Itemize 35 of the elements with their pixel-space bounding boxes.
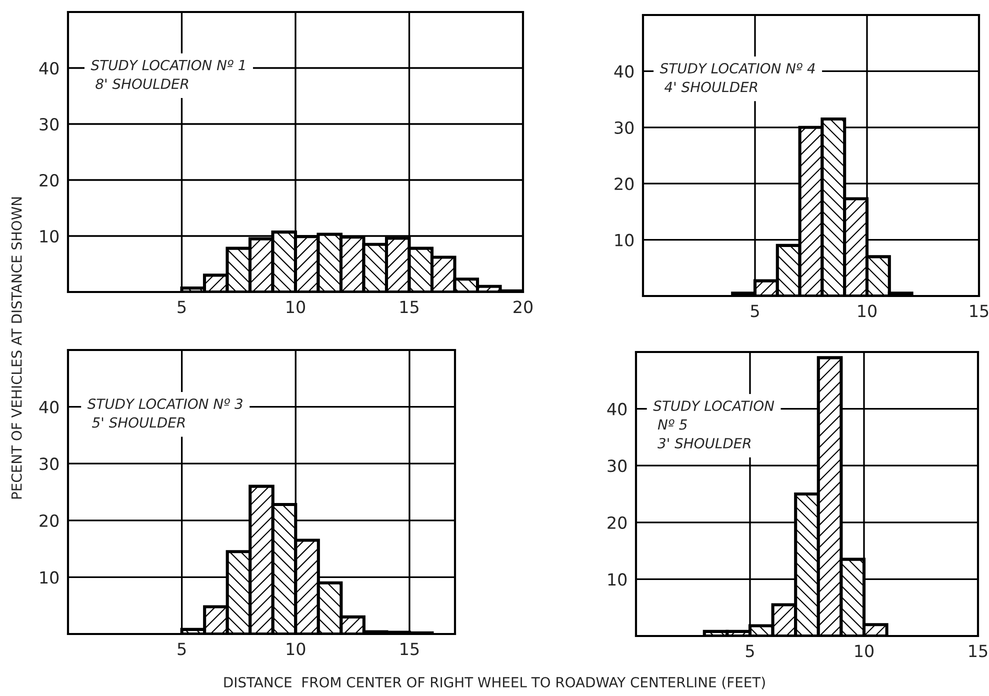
y-tick-label: 10 bbox=[40, 230, 59, 243]
y-tick-label: 40 bbox=[607, 402, 627, 416]
y-tick-label: 20 bbox=[40, 174, 59, 187]
y-tick-label: 40 bbox=[39, 62, 59, 75]
y-tick-label: 20 bbox=[608, 516, 627, 529]
y-tick-label: 20 bbox=[614, 178, 634, 190]
x-tick-label: 15 bbox=[400, 642, 419, 656]
x-tick-label: 15 bbox=[969, 644, 988, 658]
annotation: STUDY LOCATION Nº 5 3' SHOULDER bbox=[653, 400, 774, 448]
x-tick-label: 5 bbox=[746, 644, 754, 658]
y-tick-label: 10 bbox=[608, 573, 627, 586]
x-axis-title: DISTANCE FROM CENTER OF RIGHT WHEEL TO ROADWAY CENTERLINE (FEET) bbox=[224, 676, 765, 690]
x-tick-label: 5 bbox=[750, 304, 759, 318]
y-tick-label: 30 bbox=[608, 460, 627, 472]
x-tick-label: 5 bbox=[178, 300, 186, 314]
y-tick-label: 10 bbox=[40, 571, 59, 584]
annotation: STUDY LOCATION Nº 3 5' SHOULDER bbox=[87, 398, 242, 428]
x-tick-label: 10 bbox=[286, 300, 305, 314]
y-tick-label: 10 bbox=[615, 234, 634, 246]
x-tick-label: 15 bbox=[970, 304, 988, 318]
x-tick-label: 15 bbox=[400, 300, 418, 314]
y-tick-label: 40 bbox=[39, 400, 59, 414]
x-tick-label: 10 bbox=[858, 304, 876, 318]
y-tick-label: 30 bbox=[40, 118, 59, 131]
x-tick-label: 10 bbox=[286, 642, 306, 656]
annotation: STUDY LOCATION Nº 4 4' SHOULDER bbox=[660, 63, 815, 92]
y-axis-title: PECENT OF VEHICLES AT DISTANCE SHOWN bbox=[11, 197, 22, 499]
y-tick-label: 20 bbox=[40, 514, 59, 527]
x-tick-label: 5 bbox=[178, 642, 186, 656]
x-tick-label: 10 bbox=[855, 644, 874, 658]
x-tick-label: 20 bbox=[514, 300, 532, 314]
annotation: STUDY LOCATION Nº 1 8' SHOULDER bbox=[90, 60, 245, 90]
y-tick-label: 30 bbox=[614, 121, 634, 134]
y-tick-label: 40 bbox=[614, 65, 634, 78]
y-tick-label: 30 bbox=[40, 458, 59, 470]
